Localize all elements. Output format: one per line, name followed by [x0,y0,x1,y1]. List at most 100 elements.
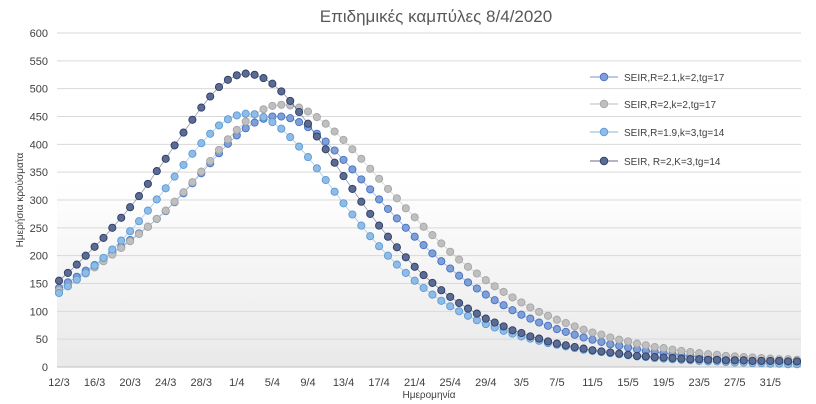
data-point [792,357,802,366]
data-point [214,145,224,154]
y-tick-label: 300 [30,195,48,207]
x-tick-label: 20/3 [119,377,140,389]
data-point [659,344,668,353]
legend-item: SEIR, R=2,K=3,tg=14 [590,156,721,168]
data-point [241,117,250,126]
data-point [526,332,535,341]
data-point [437,296,446,305]
data-point [286,114,295,123]
data-point [321,145,330,154]
data-point [348,145,357,154]
data-point [535,307,544,316]
y-tick-label: 250 [30,223,48,235]
data-point [126,227,135,236]
data-point [499,322,508,331]
data-point [214,82,224,92]
data-point [206,92,215,101]
data-point [570,342,579,352]
data-point [446,302,455,311]
x-tick-label: 24/3 [155,377,176,389]
data-point [508,306,517,315]
data-point [241,69,250,78]
data-point [312,164,321,173]
legend-item: SEIR,R=2,k=2,tg=17 [590,99,716,111]
data-point [117,236,126,245]
data-point [606,333,615,342]
data-point [606,340,615,349]
data-point [197,139,206,148]
data-point [383,251,393,260]
data-point [401,204,410,213]
data-series [54,69,802,369]
data-point [543,311,553,320]
data-point [170,197,179,206]
data-point [624,350,633,359]
x-tick-label: 17/4 [368,377,389,389]
data-point [126,203,135,212]
data-point [490,318,499,327]
data-point [330,158,339,167]
data-point [375,174,384,183]
data-point [90,242,99,251]
data-point [739,356,748,365]
data-point [99,253,108,262]
data-point [241,109,250,118]
data-point [330,127,339,136]
data-point [339,172,348,181]
data-point [552,325,561,334]
data-point [561,327,570,336]
data-point [401,223,410,232]
data-point [152,214,161,223]
data-point [410,213,419,222]
data-point [401,253,410,262]
data-point [312,113,321,122]
data-point [517,298,526,307]
data-point [277,112,286,121]
legend: SEIR,R=2.1,k=2,tg=17 SEIR,R=2,k=2,tg=17 SE… [590,72,725,168]
data-point [455,255,464,264]
data-point [268,118,277,127]
x-tick-label: 28/3 [191,377,212,389]
data-point [188,149,197,158]
data-point [223,135,232,144]
legend-marker [599,156,609,166]
data-point [579,333,588,342]
data-point [223,75,232,84]
data-point [641,352,650,361]
data-point [295,118,304,127]
x-tick-label: 9/4 [300,377,315,389]
data-point [232,111,241,120]
data-point [81,251,90,260]
data-point [526,303,535,312]
x-tick-label: 19/5 [653,377,674,389]
data-point [321,119,330,128]
x-tick-label: 1/4 [229,377,244,389]
data-point [117,243,126,252]
data-point [366,185,375,194]
data-point [543,321,553,330]
data-point [117,213,126,222]
data-point [348,184,357,193]
data-point [277,100,286,109]
data-point [730,356,739,365]
data-point [357,221,366,230]
data-point [286,133,295,142]
x-tick-label: 12/3 [48,377,69,389]
data-point [561,341,570,350]
data-point [615,349,624,358]
x-tick-label: 25/4 [440,377,461,389]
x-tick-label: 15/5 [617,377,638,389]
data-point [659,353,668,362]
legend-item: SEIR,R=2.1,k=2,tg=17 [590,72,725,84]
data-point [357,175,366,184]
data-point [668,345,677,354]
data-point [704,355,713,364]
data-point [241,124,250,133]
legend-marker [599,99,609,109]
data-point [188,178,197,187]
data-point [54,288,64,298]
data-point [72,275,81,284]
data-point [268,79,277,88]
data-point [650,342,659,352]
data-point [232,71,241,80]
